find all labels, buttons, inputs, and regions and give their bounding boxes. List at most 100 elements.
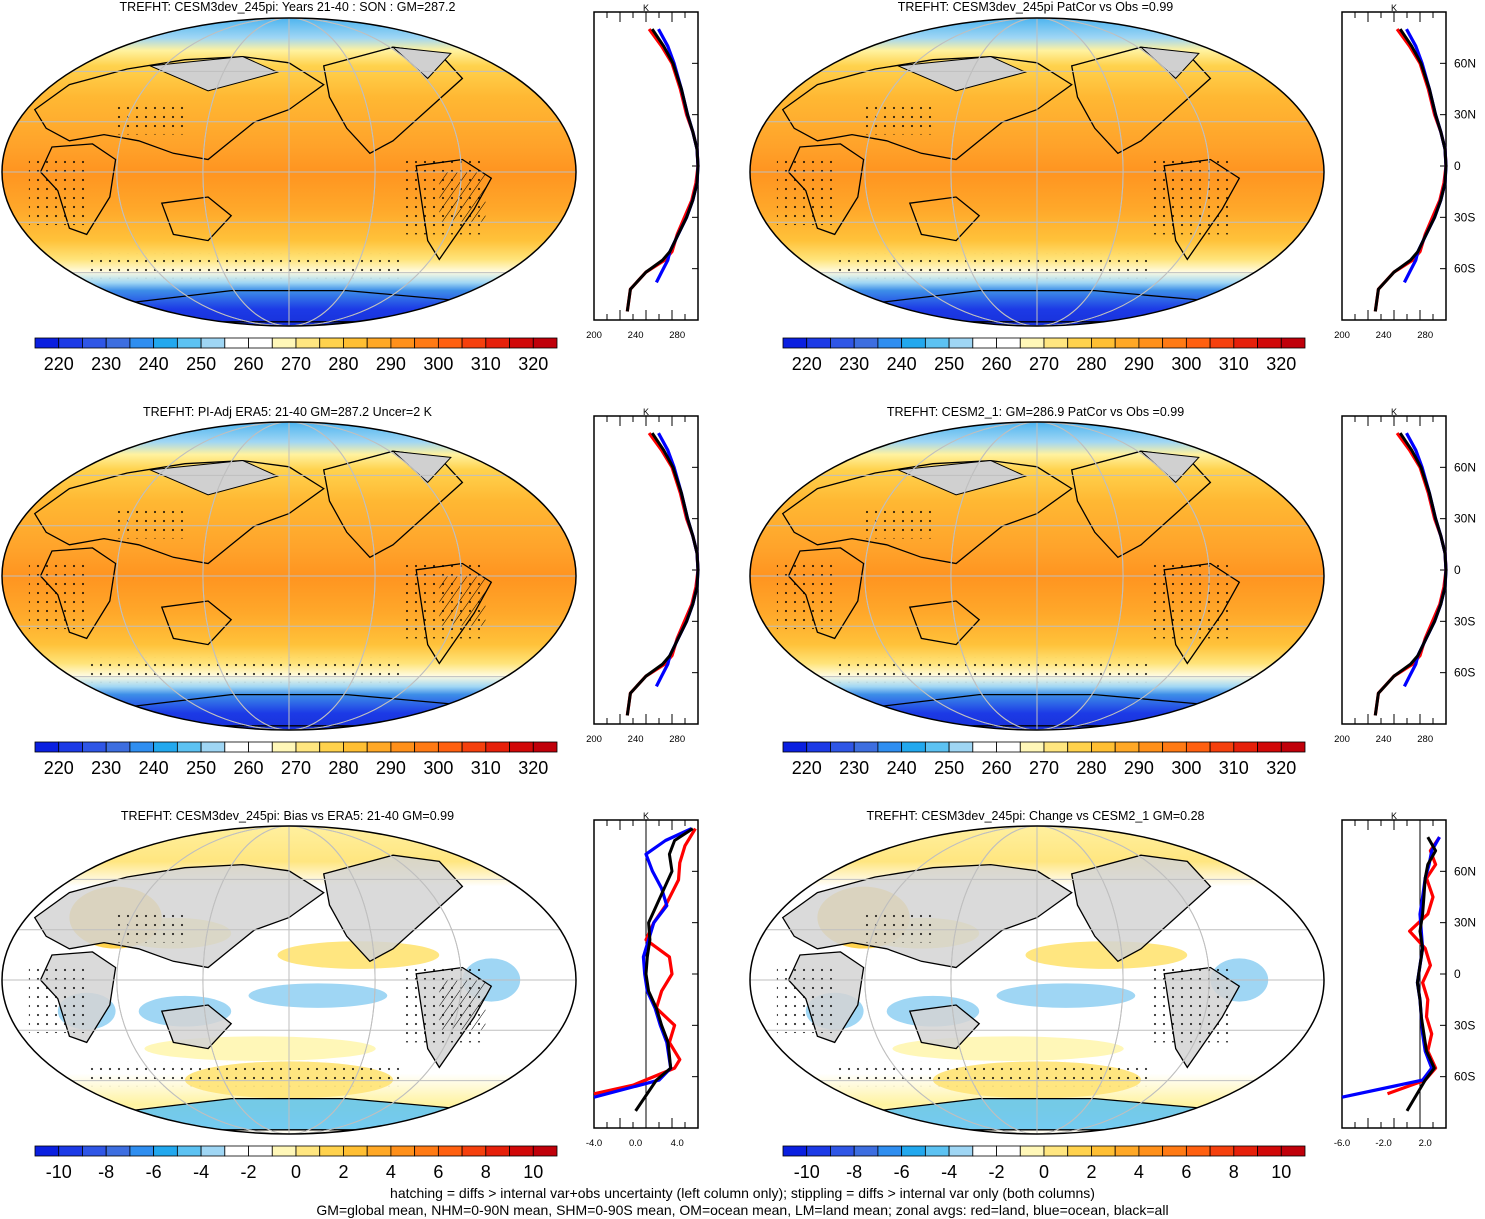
colorbar-box	[1043, 337, 1069, 349]
map-panel-4	[749, 421, 1325, 731]
colorbar-box	[343, 1145, 368, 1157]
colorbar-box	[82, 337, 107, 349]
colorbar-box	[972, 741, 997, 753]
panel-title: TREFHT: CESM3dev_245pi: Bias vs ERA5: 21…	[120, 809, 455, 823]
colorbar-box	[509, 337, 534, 349]
panel-title: TREFHT: CESM3dev_245pi: Change vs CESM2_…	[866, 809, 1205, 823]
colorbar-label: 310	[1219, 354, 1249, 374]
stippling	[28, 964, 87, 1034]
x-tick-label: -2.0	[1375, 1138, 1391, 1149]
x-tick-label: 200	[1334, 734, 1350, 745]
colorbar-label: 290	[376, 758, 406, 778]
profile-unit: K	[1391, 408, 1397, 417]
colorbar-box	[1233, 741, 1258, 753]
colorbar-label: 0	[291, 1162, 301, 1182]
colorbar-label: 250	[186, 758, 216, 778]
stippling	[776, 964, 835, 1034]
panel-title: TREFHT: CESM3dev_245pi: Years 21-40 : SO…	[119, 0, 456, 14]
colorbar-box	[782, 337, 808, 349]
gridline-lon	[864, 826, 1210, 1134]
zonal-profile-4: K 60N 30N 0 30S 60S 200 240 280	[1334, 408, 1476, 745]
colorbar-box	[806, 741, 831, 753]
colorbar-label: 240	[139, 758, 169, 778]
colorbar-box	[1280, 741, 1306, 753]
colorbar-label: 0	[1039, 1162, 1049, 1182]
colorbar-box	[82, 741, 107, 753]
colorbar-label: 4	[386, 1162, 396, 1182]
colorbar-box	[806, 337, 831, 349]
x-tick-label: 200	[1334, 330, 1350, 341]
colorbar-box	[1209, 337, 1235, 349]
colorbar-label: 270	[281, 354, 311, 374]
profile-unit: K	[643, 408, 649, 417]
colorbar-box	[271, 337, 297, 349]
profile-line-all	[625, 28, 700, 312]
colorbar-label: 300	[423, 354, 453, 374]
colorbar-box	[437, 1145, 463, 1157]
colorbar-label: 2	[338, 1162, 348, 1182]
colorbar-box	[1209, 741, 1235, 753]
colorbar-box	[1257, 1145, 1282, 1157]
colorbar-label: 6	[1181, 1162, 1191, 1182]
colorbar-label: 300	[1171, 354, 1201, 374]
colorbar-label: 270	[1029, 758, 1059, 778]
stippling	[1152, 560, 1234, 639]
coastline	[160, 600, 233, 646]
colorbar-label: 280	[1076, 354, 1106, 374]
stippling	[834, 657, 1153, 683]
map-border	[749, 825, 1325, 1135]
colorbar-label: 230	[839, 354, 869, 374]
profile-line-all	[1373, 432, 1448, 716]
colorbar-box	[996, 337, 1021, 349]
colorbar-box	[34, 741, 60, 753]
colorbar-label: 300	[423, 758, 453, 778]
colorbar-label: 220	[792, 354, 822, 374]
x-tick-label: 240	[628, 734, 644, 745]
colorbar-label: 260	[234, 354, 264, 374]
colorbar-box	[1067, 337, 1092, 349]
colorbar-box	[34, 337, 60, 349]
profile-line-ocean	[654, 432, 700, 688]
colorbar-box	[58, 337, 83, 349]
coastline	[160, 196, 233, 242]
colorbar-box	[1114, 337, 1140, 349]
colorbar-box	[1185, 741, 1211, 753]
x-tick-label: 200	[586, 330, 602, 341]
coastline	[908, 1004, 981, 1050]
stippling	[86, 657, 405, 683]
colorbar-box	[996, 1145, 1021, 1157]
colorbar-label: 310	[471, 354, 501, 374]
lat-tick-label: 60N	[1454, 56, 1476, 70]
colorbar-label: 260	[234, 758, 264, 778]
colorbar-label: 250	[934, 354, 964, 374]
colorbar-box	[1043, 1145, 1069, 1157]
zonal-profile-2: K 60N 30N 0 30S 60S 200 240 280	[1334, 4, 1476, 341]
panel-title: TREFHT: PI-Adj ERA5: 21-40 GM=287.2 Unce…	[142, 405, 432, 419]
x-tick-label: 0.0	[629, 1138, 642, 1149]
colorbar-label: -2	[241, 1162, 257, 1182]
colorbar-5: -10 -8 -6 -4 -2 0 2 4 6 8 10	[34, 1145, 558, 1182]
colorbar-box	[1019, 1145, 1045, 1157]
colorbar-box	[200, 1145, 226, 1157]
lat-tick-label: 60N	[1454, 460, 1476, 474]
colorbar-label: 10	[1271, 1162, 1291, 1182]
stippling	[863, 911, 933, 943]
colorbar-box	[996, 741, 1021, 753]
panel-title: TREFHT: CESM2_1: GM=286.9 PatCor vs Obs …	[886, 405, 1185, 419]
colorbar-label: 260	[982, 758, 1012, 778]
colorbar-box	[1114, 741, 1140, 753]
x-tick-label: 280	[1417, 734, 1433, 745]
gridline-lon	[202, 422, 376, 730]
lat-tick-label: 30N	[1454, 512, 1476, 526]
colorbar-label: 280	[1076, 758, 1106, 778]
stippling	[28, 156, 87, 226]
colorbar-box	[901, 741, 926, 753]
gridline-lon	[864, 422, 1210, 730]
colorbar-label: -10	[46, 1162, 72, 1182]
footer-note-1: hatching = diffs > internal var+obs unce…	[390, 1185, 1095, 1201]
colorbar-box	[782, 741, 808, 753]
colorbar-box	[948, 1145, 974, 1157]
colorbar-box	[176, 1145, 202, 1157]
colorbar-label: 280	[328, 354, 358, 374]
stippling	[86, 1061, 405, 1087]
